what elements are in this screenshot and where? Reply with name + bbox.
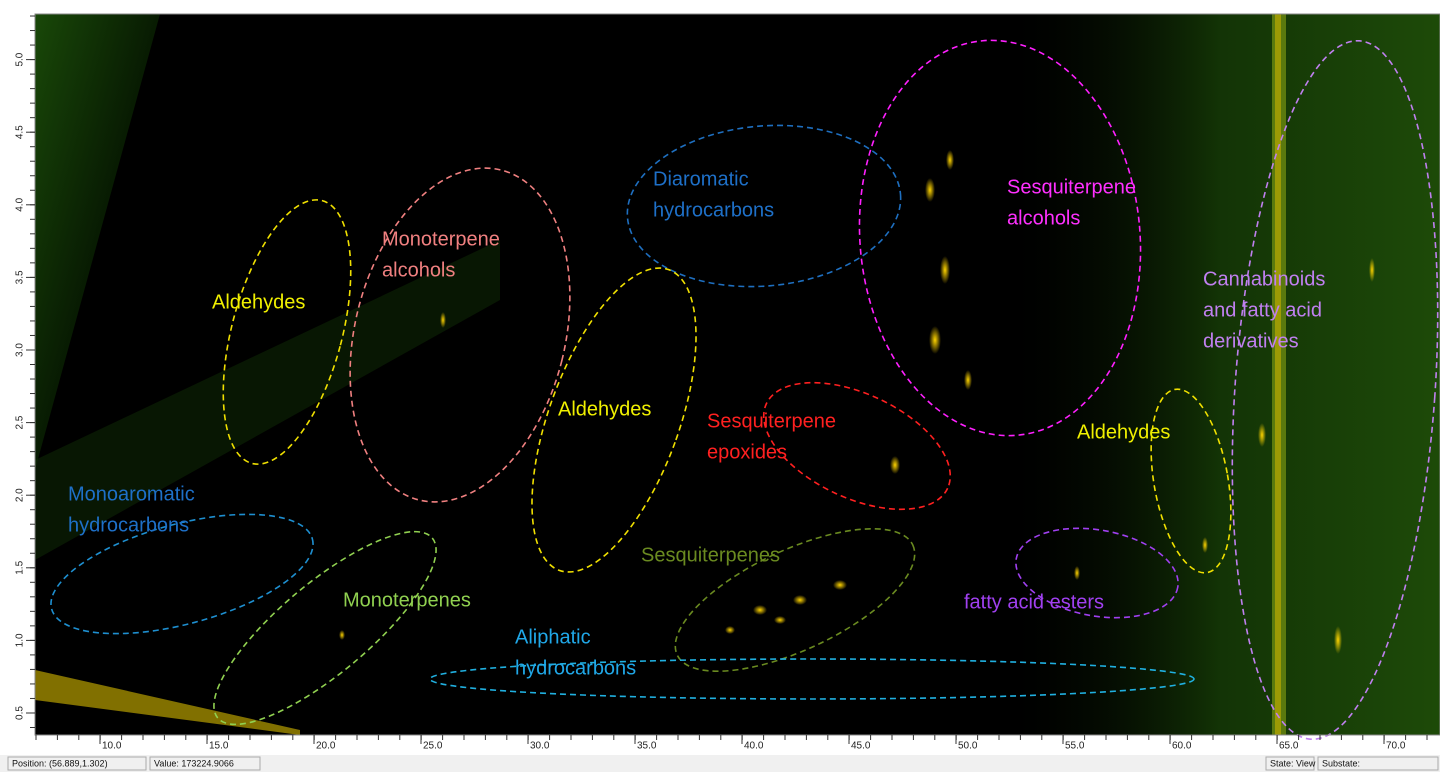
region-outline [213,530,437,726]
region-outline [762,381,952,511]
status-substate: Substate: [1322,758,1360,768]
status-field [7,756,147,771]
plot-border [34,13,1440,736]
region-label: Monoaromatic [68,483,195,505]
x-tick-label: 45.0 [851,741,871,752]
region-label: epoxides [707,441,787,463]
y-tick-label: 0.5 [15,706,26,720]
region-label: hydrocarbons [68,514,189,536]
region-label: Sesquiterpene [707,410,836,432]
region-label: Sesquiterpene [1007,176,1136,198]
region-label: Sesquiterpenes [641,544,780,566]
region-outline [349,167,571,503]
region-outline [674,527,916,673]
y-tick-label: 5.0 [15,52,26,66]
y-tick-label: 1.0 [15,633,26,647]
y-tick-label: 2.5 [15,415,26,429]
region-label: Diaromatic [653,168,749,190]
x-tick-label: 65.0 [1279,741,1299,752]
region-outline [222,199,352,465]
status-bar [0,755,1440,772]
region-label: Aldehydes [1077,421,1170,443]
region-label: Aldehydes [212,291,305,313]
region-outline [531,267,697,573]
status-state: State: View [1270,758,1316,768]
region-label: Monoterpenes [343,589,471,611]
region-outline [626,124,902,288]
x-tick-label: 30.0 [530,741,550,752]
x-tick-label: 15.0 [209,741,229,752]
y-tick-label: 1.5 [15,560,26,574]
status-field [1317,756,1439,771]
y-tick-label: 4.5 [15,125,26,139]
y-tick-label: 4.0 [15,197,26,211]
region-label: Aliphatic [515,626,591,648]
region-label: Aldehydes [558,398,651,420]
x-tick-label: 50.0 [958,741,978,752]
region-outline [858,39,1142,437]
region-label: and fatty acid [1203,299,1322,321]
region-outline [1231,39,1439,741]
x-tick-label: 55.0 [1065,741,1085,752]
x-tick-label: 10.0 [102,741,122,752]
region-outline [429,658,1195,700]
region-label: derivatives [1203,330,1299,352]
region-outlines [50,39,1439,741]
region-outline [1150,388,1232,574]
region-label: hydrocarbons [653,199,774,221]
region-outline [1015,527,1179,619]
x-tick-label: 40.0 [744,741,764,752]
x-tick-label: 35.0 [637,741,657,752]
region-label: alcohols [1007,207,1080,229]
y-tick-label: 2.0 [15,488,26,502]
region-label: Monoterpene [382,228,500,250]
plot-background [35,14,1440,735]
x-tick-label: 25.0 [423,741,443,752]
y-tick-label: 3.0 [15,343,26,357]
region-label: Cannabinoids [1203,268,1325,290]
region-label: fatty acid esters [964,591,1104,613]
y-tick-label: 3.5 [15,270,26,284]
region-outline [50,513,314,635]
status-position: Position: (56.889,1.302) [12,758,108,768]
x-tick-label: 60.0 [1172,741,1192,752]
status-field [149,756,261,771]
status-value: Value: 173224.9066 [154,758,234,768]
x-tick-label: 70.0 [1386,741,1406,752]
x-tick-label: 20.0 [316,741,336,752]
region-label: alcohols [382,259,455,281]
region-label: hydrocarbons [515,657,636,679]
status-field [1265,756,1315,771]
